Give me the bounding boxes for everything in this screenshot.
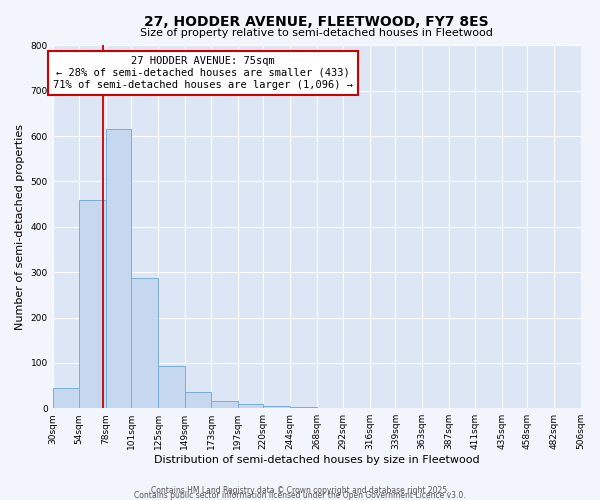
Text: 27 HODDER AVENUE: 75sqm
← 28% of semi-detached houses are smaller (433)
71% of s: 27 HODDER AVENUE: 75sqm ← 28% of semi-de… [53, 56, 353, 90]
X-axis label: Distribution of semi-detached houses by size in Fleetwood: Distribution of semi-detached houses by … [154, 455, 479, 465]
Bar [53, 388, 79, 408]
Title: 27, HODDER AVENUE, FLEETWOOD, FY7 8ES: 27, HODDER AVENUE, FLEETWOOD, FY7 8ES [144, 15, 489, 29]
Bar [238, 404, 263, 408]
Y-axis label: Number of semi-detached properties: Number of semi-detached properties [15, 124, 25, 330]
Text: Contains public sector information licensed under the Open Government Licence v3: Contains public sector information licen… [134, 491, 466, 500]
Text: Contains HM Land Registry data © Crown copyright and database right 2025.: Contains HM Land Registry data © Crown c… [151, 486, 449, 495]
Bar [131, 278, 158, 408]
Bar [185, 392, 211, 408]
Text: Size of property relative to semi-detached houses in Fleetwood: Size of property relative to semi-detach… [140, 28, 493, 38]
Bar [158, 366, 185, 408]
Bar [79, 200, 106, 408]
Bar [263, 406, 290, 408]
Bar [211, 402, 238, 408]
Bar [106, 130, 131, 408]
